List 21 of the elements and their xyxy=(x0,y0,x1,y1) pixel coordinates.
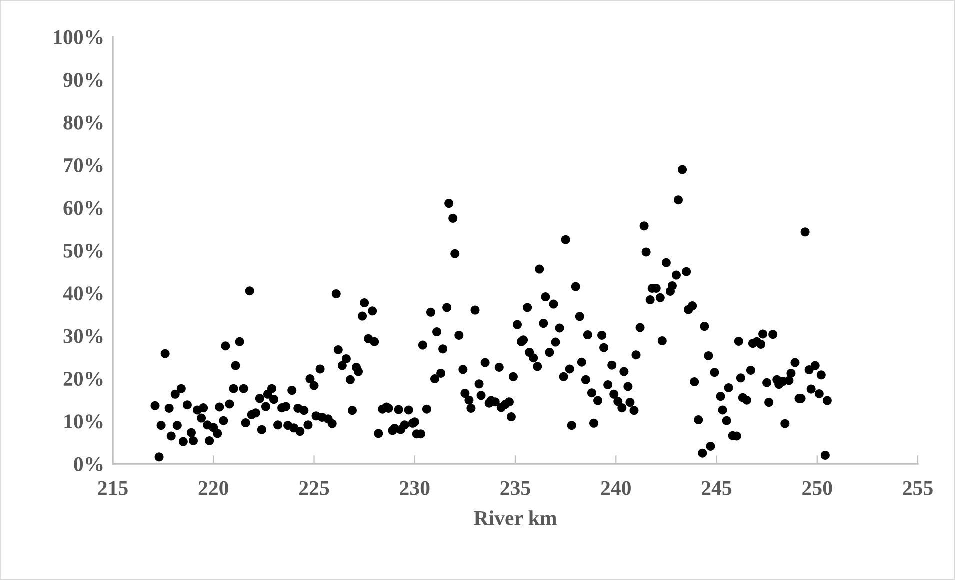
x-tick-label: 225 xyxy=(300,481,330,496)
y-tick-label: 90% xyxy=(64,73,103,88)
y-tick-label: 70% xyxy=(64,158,103,173)
y-tick-label: 10% xyxy=(64,414,103,429)
x-tick-label: 230 xyxy=(400,481,430,496)
y-tick-label: 80% xyxy=(64,116,103,130)
y-tick-label: 0% xyxy=(74,457,103,472)
y-tick-label: 60% xyxy=(64,201,103,216)
x-tick-label: 245 xyxy=(702,481,732,496)
x-tick-label: 215 xyxy=(98,481,128,496)
x-tick-label: 250 xyxy=(802,481,832,496)
x-tick-label: 255 xyxy=(903,481,933,496)
y-tick-label: 20% xyxy=(64,372,103,386)
x-tick-label: 240 xyxy=(601,481,631,496)
x-axis-title: River km xyxy=(474,510,557,526)
y-tick-label: 50% xyxy=(64,244,103,258)
y-tick-label: 30% xyxy=(64,329,103,344)
x-tick-label: 235 xyxy=(500,481,530,496)
y-tick-label: 100% xyxy=(54,30,103,44)
y-tick-label: 40% xyxy=(63,286,103,301)
x-tick-label: 220 xyxy=(198,481,228,496)
